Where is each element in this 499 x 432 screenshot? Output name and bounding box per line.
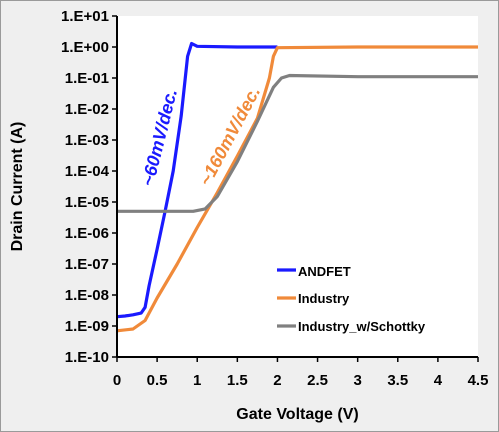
y-tick-label: 1.E-04 <box>65 163 110 180</box>
y-tick-label: 1.E-02 <box>65 101 109 118</box>
y-tick-label: 1.E-01 <box>65 70 109 87</box>
x-tick-label: 1 <box>193 372 201 389</box>
x-tick-label: 3.5 <box>387 372 408 389</box>
x-axis-label: Gate Voltage (V) <box>236 406 358 423</box>
y-tick-label: 1.E-03 <box>65 132 109 149</box>
x-tick-label: 2.5 <box>307 372 328 389</box>
y-tick-label: 1.E-09 <box>65 318 109 335</box>
y-tick-label: 1.E-07 <box>65 256 109 273</box>
legend-label: Industry <box>298 291 350 306</box>
legend: ANDFET Industry Industry_w/Schottky <box>277 264 426 334</box>
y-tick-label: 1.E+01 <box>61 8 109 25</box>
series-line-industry-w-schottky <box>117 73 478 213</box>
x-tick-label: 1.5 <box>227 372 248 389</box>
y-tick-label: 1.E-05 <box>65 194 109 211</box>
x-tick-label: 4.5 <box>468 372 489 389</box>
x-tick-label: 0.5 <box>147 372 168 389</box>
x-tick-label: 2 <box>273 372 281 389</box>
x-tick-label: 4 <box>434 372 443 389</box>
plot-area <box>117 16 478 357</box>
y-tick-label: 1.E-10 <box>65 349 109 366</box>
series-line-industry <box>116 45 478 333</box>
y-axis-label: Drain Current (A) <box>9 122 26 252</box>
y-tick-label: 1.E-08 <box>65 287 109 304</box>
y-tick-label: 1.E-06 <box>65 225 109 242</box>
legend-label: ANDFET <box>298 264 351 279</box>
x-tick-label: 3 <box>353 372 361 389</box>
y-tick-label: 1.E+00 <box>61 39 109 56</box>
legend-label: Industry_w/Schottky <box>298 319 426 334</box>
x-tick-label: 0 <box>113 372 121 389</box>
